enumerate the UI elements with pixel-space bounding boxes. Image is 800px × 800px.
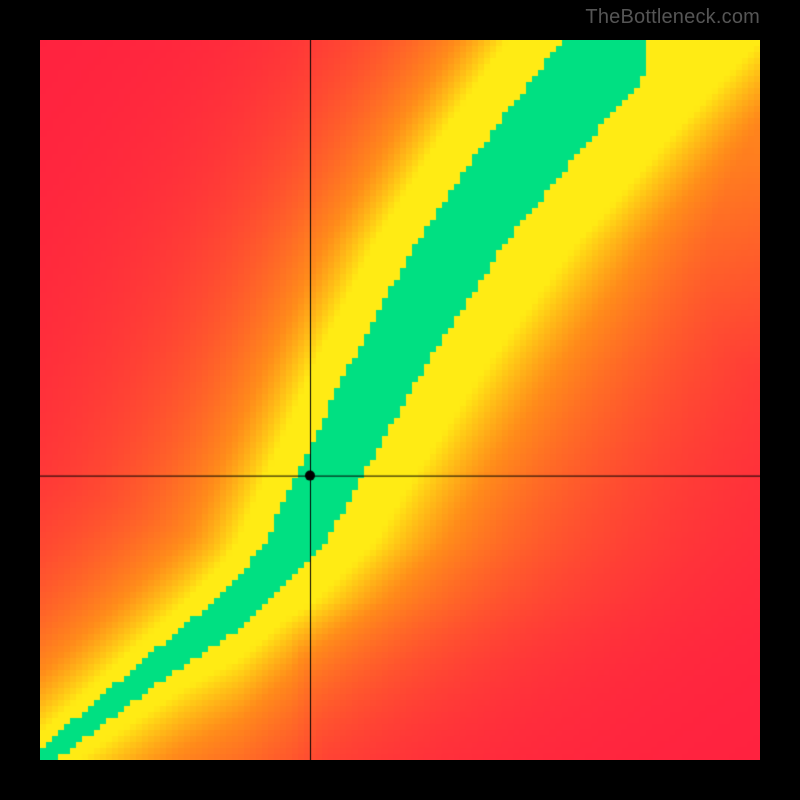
heatmap-canvas	[40, 40, 760, 760]
chart-container: TheBottleneck.com	[0, 0, 800, 800]
plot-area	[40, 40, 760, 760]
watermark-text: TheBottleneck.com	[585, 6, 760, 29]
